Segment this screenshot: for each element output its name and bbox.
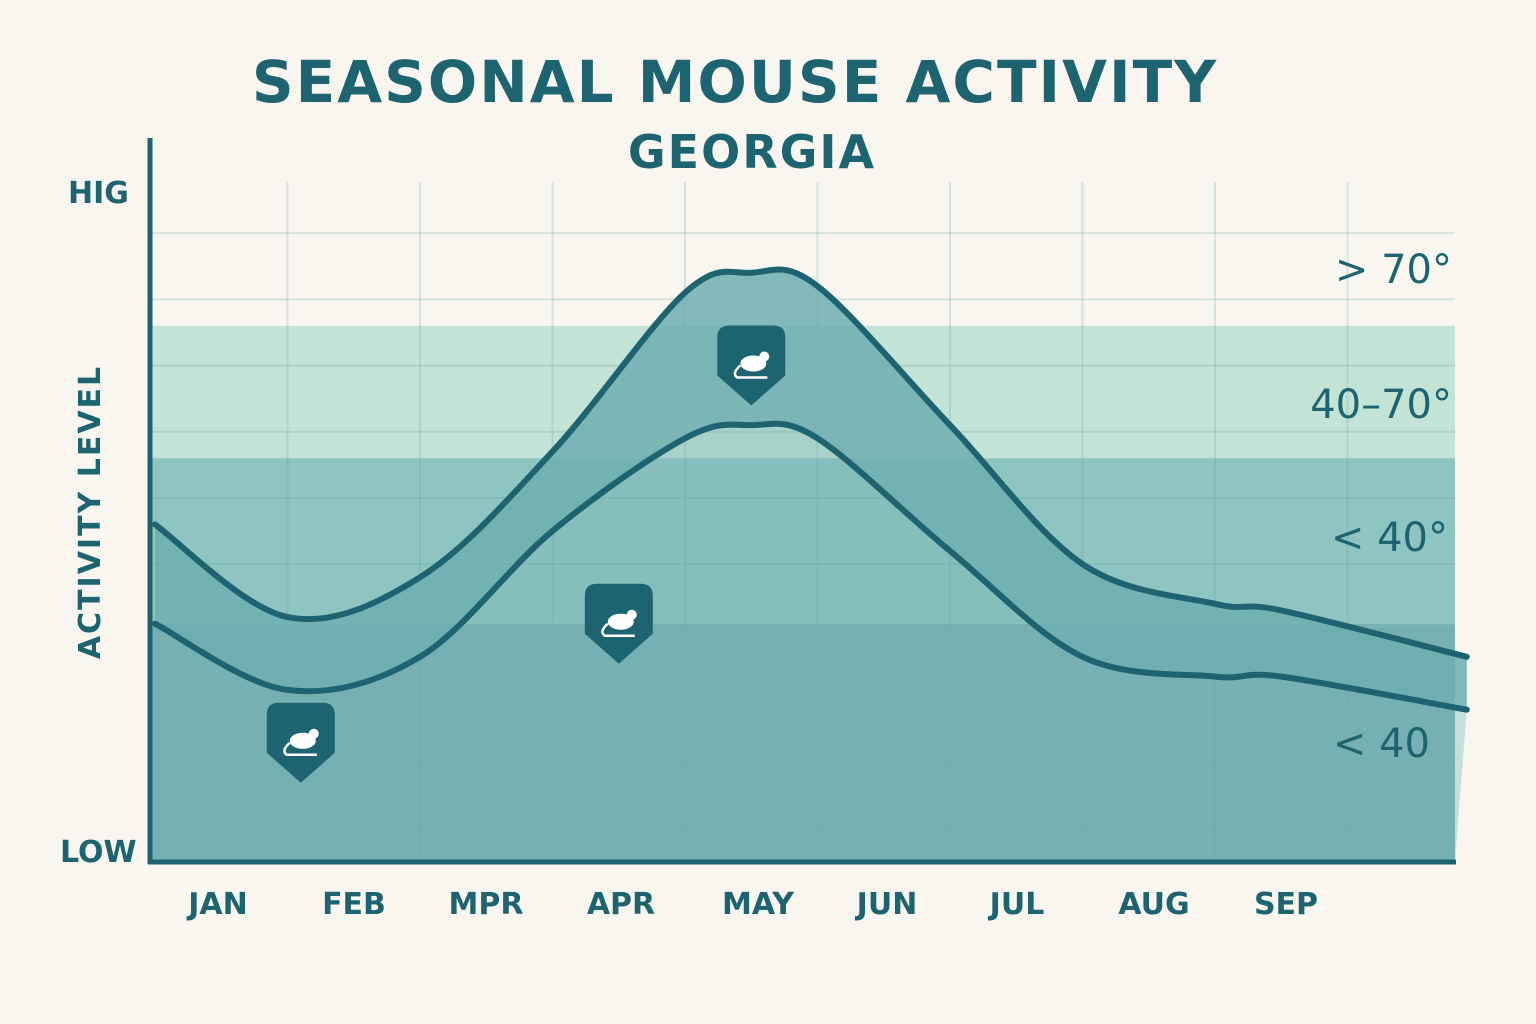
x-tick-label: JAN [186,887,248,922]
mouse-icon [266,702,335,783]
series-upper-line [152,266,1470,660]
x-tick-label: FEB [322,887,386,922]
band-2 [150,458,1455,624]
mouse-tail [733,364,768,379]
x-tick-label: JUN [855,887,918,922]
band-labels: > 70° 40–70° < 40° < 40 [1310,247,1452,767]
mouse-ear [308,728,319,739]
x-tick-label: APR [587,887,655,922]
x-tick-label: MAY [722,887,795,922]
band-label-1: 40–70° [1310,382,1452,428]
mouse-body [607,613,634,630]
mouse-body [740,355,767,372]
x-tick-label: SEP [1254,887,1318,922]
chart-subtitle: GEORGIA [628,125,876,179]
y-low-label: LOW [60,835,137,870]
y-high-label: HIG [68,176,129,211]
band-label-3: < 40 [1333,721,1430,767]
band-label-0: > 70° [1335,247,1452,293]
mouse-tail [283,741,317,757]
mouse-ear [626,609,637,620]
chart-title: SEASONAL MOUSE ACTIVITY [252,48,1218,116]
mouse-ear [759,351,770,362]
mouse-icon [584,583,653,664]
x-tick-label: AUG [1118,887,1189,922]
x-axis-ticks: JAN FEB MPR APR MAY JUN JUL AUG SEP [186,887,1318,922]
band-label-2: < 40° [1331,515,1448,561]
mouse-markers [266,325,786,783]
mouse-body [289,732,316,749]
activity-ribbon [150,266,1470,862]
lower-area-fill [150,423,1467,862]
y-axis-label: ACTIVITY LEVEL [73,365,108,659]
series-lower-line [152,420,1470,713]
x-tick-label: MPR [449,887,524,922]
mouse-tail [601,622,635,637]
x-tick-label: JUL [988,887,1045,922]
mouse-icon [717,325,786,406]
